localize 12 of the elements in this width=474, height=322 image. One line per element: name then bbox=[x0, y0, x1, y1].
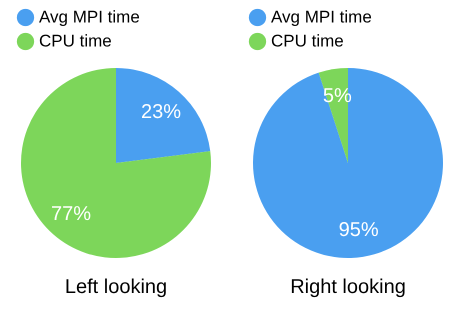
pie-slice bbox=[253, 68, 443, 258]
data-label: 95% bbox=[338, 219, 379, 242]
legend-label: CPU time bbox=[271, 32, 344, 50]
legend-label: CPU time bbox=[39, 32, 112, 50]
data-label: 77% bbox=[51, 203, 92, 226]
pie-slice bbox=[21, 68, 211, 258]
legend-label: Avg MPI time bbox=[39, 8, 140, 26]
pie-slice bbox=[116, 68, 210, 163]
text: Left looking bbox=[64, 276, 168, 298]
text: Right looking bbox=[290, 276, 406, 298]
legend-label: Avg MPI time bbox=[271, 8, 372, 26]
data-label: 23% bbox=[140, 100, 182, 123]
